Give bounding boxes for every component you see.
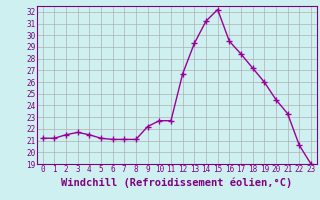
X-axis label: Windchill (Refroidissement éolien,°C): Windchill (Refroidissement éolien,°C) xyxy=(61,177,292,188)
